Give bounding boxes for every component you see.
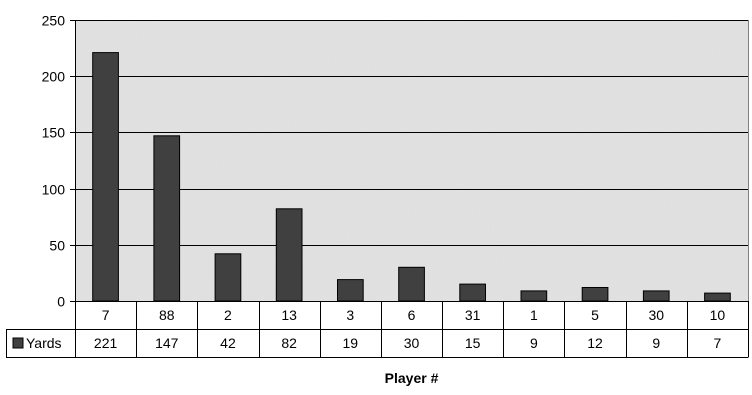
- data-label: 221: [94, 335, 118, 351]
- y-tick-label: 100: [42, 182, 66, 198]
- data-label: 9: [530, 335, 538, 351]
- y-tick-label: 250: [42, 13, 66, 29]
- x-category-label: 2: [224, 307, 232, 323]
- bar: [337, 279, 364, 302]
- bar: [459, 283, 486, 302]
- x-axis-label: Player #: [385, 370, 439, 386]
- x-category-label: 3: [346, 307, 354, 323]
- bar: [581, 287, 609, 302]
- x-category-label: 13: [281, 307, 297, 323]
- x-category-label: 1: [530, 307, 538, 323]
- data-label: 12: [587, 335, 603, 351]
- y-axis: 0 50 100 150 200 250: [42, 13, 76, 310]
- data-table: 7221881472421382319630311519512309107Yar…: [6, 301, 749, 358]
- y-tick-label: 200: [42, 69, 66, 85]
- y-tick-label: 0: [57, 294, 65, 310]
- x-category-label: 31: [465, 307, 481, 323]
- x-category-label: 7: [102, 307, 110, 323]
- data-label: 42: [220, 335, 236, 351]
- data-label: 30: [404, 335, 420, 351]
- data-label: 9: [652, 335, 660, 351]
- x-category-label: 10: [710, 307, 726, 323]
- legend-key: [12, 337, 24, 349]
- legend-series-name: Yards: [26, 335, 62, 351]
- bar: [520, 290, 548, 302]
- x-category-label: 30: [648, 307, 664, 323]
- bars: [92, 52, 731, 302]
- bar: [214, 253, 242, 302]
- bar: [153, 135, 181, 302]
- bar: [275, 208, 303, 302]
- plot-area: [75, 20, 748, 301]
- data-label: 15: [465, 335, 481, 351]
- data-label: 147: [155, 335, 179, 351]
- y-tick-label: 150: [42, 125, 66, 141]
- bar: [92, 52, 119, 302]
- bar: [704, 292, 731, 302]
- data-label: 82: [281, 335, 297, 351]
- bar: [642, 290, 670, 302]
- data-label: 19: [343, 335, 359, 351]
- plot-texture: [75, 20, 748, 301]
- y-tick-label: 50: [49, 238, 65, 254]
- x-category-label: 88: [159, 307, 175, 323]
- x-category-label: 5: [591, 307, 599, 323]
- bar: [398, 266, 425, 302]
- gridlines: [75, 20, 749, 301]
- data-label: 7: [714, 335, 722, 351]
- x-category-label: 6: [408, 307, 416, 323]
